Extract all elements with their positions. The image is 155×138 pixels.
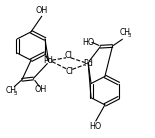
Text: HO: HO (82, 38, 94, 47)
Text: Pd: Pd (44, 56, 53, 65)
Text: Pd: Pd (83, 59, 93, 68)
Text: Cl: Cl (66, 67, 74, 76)
Text: OH: OH (35, 85, 47, 94)
Text: Cl: Cl (64, 51, 72, 60)
Text: 3: 3 (13, 91, 17, 96)
Text: 3: 3 (128, 33, 131, 38)
Text: CH: CH (5, 86, 16, 95)
Text: OH: OH (36, 6, 48, 15)
Text: HO: HO (89, 122, 101, 131)
Text: CH: CH (120, 28, 131, 37)
